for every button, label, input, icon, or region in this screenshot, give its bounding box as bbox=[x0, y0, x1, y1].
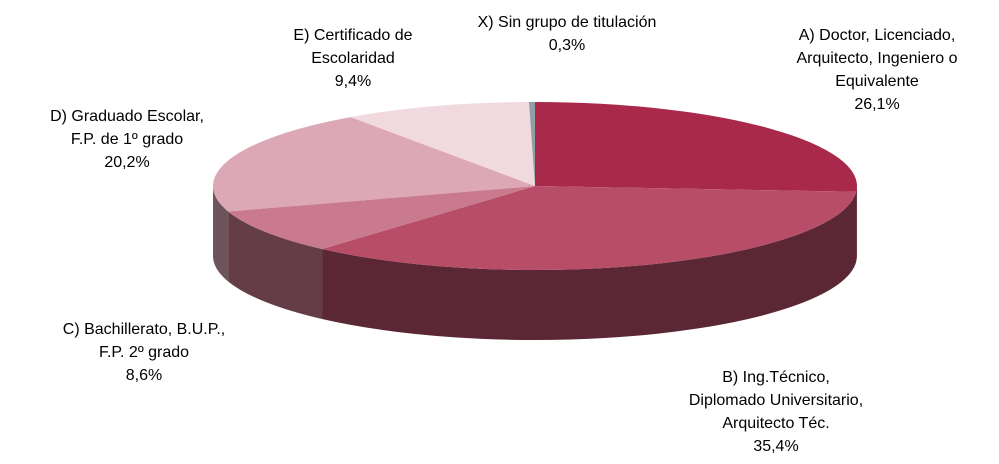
label-line: Diplomado Universitario, bbox=[689, 392, 863, 409]
label-line: Equivalente bbox=[835, 73, 919, 90]
label-line: F.P. de 1º grado bbox=[71, 131, 183, 148]
slice bbox=[228, 186, 535, 250]
label-line: C) Bachillerato, B.U.P., bbox=[63, 321, 225, 338]
slice bbox=[213, 117, 536, 212]
slice bbox=[350, 102, 535, 186]
slice-label: B) Ing.Técnico, Diplomado Universitario, A… bbox=[689, 369, 863, 432]
slice bbox=[528, 102, 535, 186]
value-label: 20,2% bbox=[104, 154, 149, 171]
label-line: F.P. 2º grado bbox=[99, 344, 189, 361]
value-label: 9,4% bbox=[335, 73, 371, 90]
value-label: 26,1% bbox=[854, 96, 899, 113]
slice-side bbox=[856, 186, 857, 262]
value-label: 8,6% bbox=[126, 367, 162, 384]
slice-side bbox=[213, 186, 229, 282]
slice-label: A) Doctor, Licenciado, Arquitecto, Ingeni… bbox=[797, 27, 958, 90]
slice-label: X) Sin grupo de titulación bbox=[478, 14, 657, 31]
value-label: 35,4% bbox=[753, 438, 798, 455]
slice-label: E) Certificado de Escolaridad bbox=[293, 27, 412, 67]
slice-label: C) Bachillerato, B.U.P., F.P. 2º grado bbox=[63, 321, 225, 361]
slice-side bbox=[322, 191, 857, 340]
label-line: B) Ing.Técnico, bbox=[722, 369, 830, 386]
label-line: E) Certificado de bbox=[293, 27, 412, 44]
label-line: Escolaridad bbox=[311, 50, 395, 67]
label-line: Arquitecto Téc. bbox=[722, 415, 829, 432]
slice bbox=[322, 186, 857, 270]
label-line: D) Graduado Escolar, bbox=[50, 108, 204, 125]
label-line: Arquitecto, Ingeniero o bbox=[797, 50, 958, 67]
slice-label: D) Graduado Escolar, F.P. de 1º grado bbox=[50, 108, 204, 148]
label-line: X) Sin grupo de titulación bbox=[478, 14, 657, 31]
slice-side bbox=[228, 211, 323, 320]
slice bbox=[535, 102, 857, 192]
value-label: 0,3% bbox=[549, 37, 585, 54]
label-line: A) Doctor, Licenciado, bbox=[799, 27, 956, 44]
